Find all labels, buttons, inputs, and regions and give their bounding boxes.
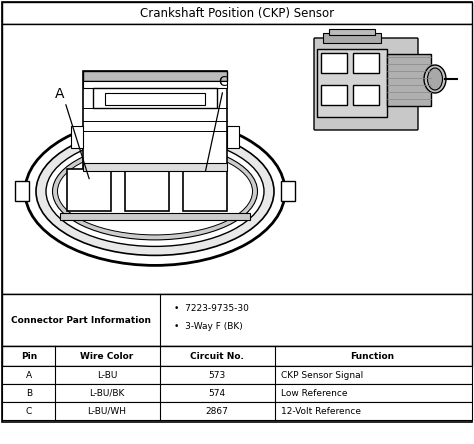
Ellipse shape — [36, 127, 274, 255]
Bar — [83, 71, 227, 169]
Bar — [2, 2, 472, 24]
Ellipse shape — [428, 68, 443, 90]
Bar — [387, 54, 431, 106]
Text: Connector Part Information: Connector Part Information — [11, 316, 151, 325]
Bar — [2, 24, 472, 294]
Ellipse shape — [53, 143, 257, 240]
Text: A: A — [55, 87, 65, 101]
Bar — [125, 170, 169, 211]
Bar — [2, 346, 472, 366]
Bar — [281, 182, 295, 202]
Text: Crankshaft Position (CKP) Sensor: Crankshaft Position (CKP) Sensor — [140, 7, 334, 20]
Bar — [93, 88, 217, 108]
Text: Wire Color: Wire Color — [81, 352, 134, 361]
Text: 574: 574 — [209, 388, 226, 397]
Bar — [105, 93, 205, 105]
Bar — [67, 170, 111, 211]
Ellipse shape — [46, 136, 264, 246]
Bar — [321, 85, 347, 105]
Text: •  3-Way F (BK): • 3-Way F (BK) — [174, 321, 243, 330]
Bar — [227, 126, 239, 148]
Ellipse shape — [424, 65, 446, 93]
Text: L-BU: L-BU — [97, 370, 117, 380]
Ellipse shape — [57, 148, 253, 235]
Bar — [329, 29, 375, 35]
Bar — [15, 182, 29, 202]
Bar — [60, 214, 250, 220]
Bar — [323, 33, 381, 43]
Text: CKP Sensor Signal: CKP Sensor Signal — [281, 370, 363, 380]
Text: •  7223-9735-30: • 7223-9735-30 — [174, 304, 249, 313]
Text: 12-Volt Reference: 12-Volt Reference — [281, 407, 361, 416]
Bar — [83, 71, 227, 81]
FancyBboxPatch shape — [314, 38, 418, 130]
Text: C: C — [218, 75, 228, 89]
Bar — [2, 402, 472, 420]
Text: 2867: 2867 — [206, 407, 228, 416]
Bar — [353, 85, 379, 105]
Text: 573: 573 — [209, 370, 226, 380]
Bar — [2, 384, 472, 402]
Text: A: A — [26, 370, 32, 380]
Bar — [71, 126, 83, 148]
Ellipse shape — [25, 117, 285, 266]
Bar — [317, 49, 387, 117]
Bar — [353, 53, 379, 73]
Bar — [83, 81, 227, 88]
Text: B: B — [26, 388, 32, 397]
Text: Low Reference: Low Reference — [281, 388, 347, 397]
Bar — [321, 53, 347, 73]
Bar — [183, 170, 227, 211]
Text: Pin: Pin — [21, 352, 37, 361]
Text: Circuit No.: Circuit No. — [190, 352, 244, 361]
Bar — [83, 163, 227, 171]
Bar — [2, 294, 472, 346]
Text: Function: Function — [350, 352, 394, 361]
Text: L-BU/WH: L-BU/WH — [88, 407, 127, 416]
Text: C: C — [26, 407, 32, 416]
Text: L-BU/BK: L-BU/BK — [89, 388, 125, 397]
Bar — [2, 366, 472, 384]
